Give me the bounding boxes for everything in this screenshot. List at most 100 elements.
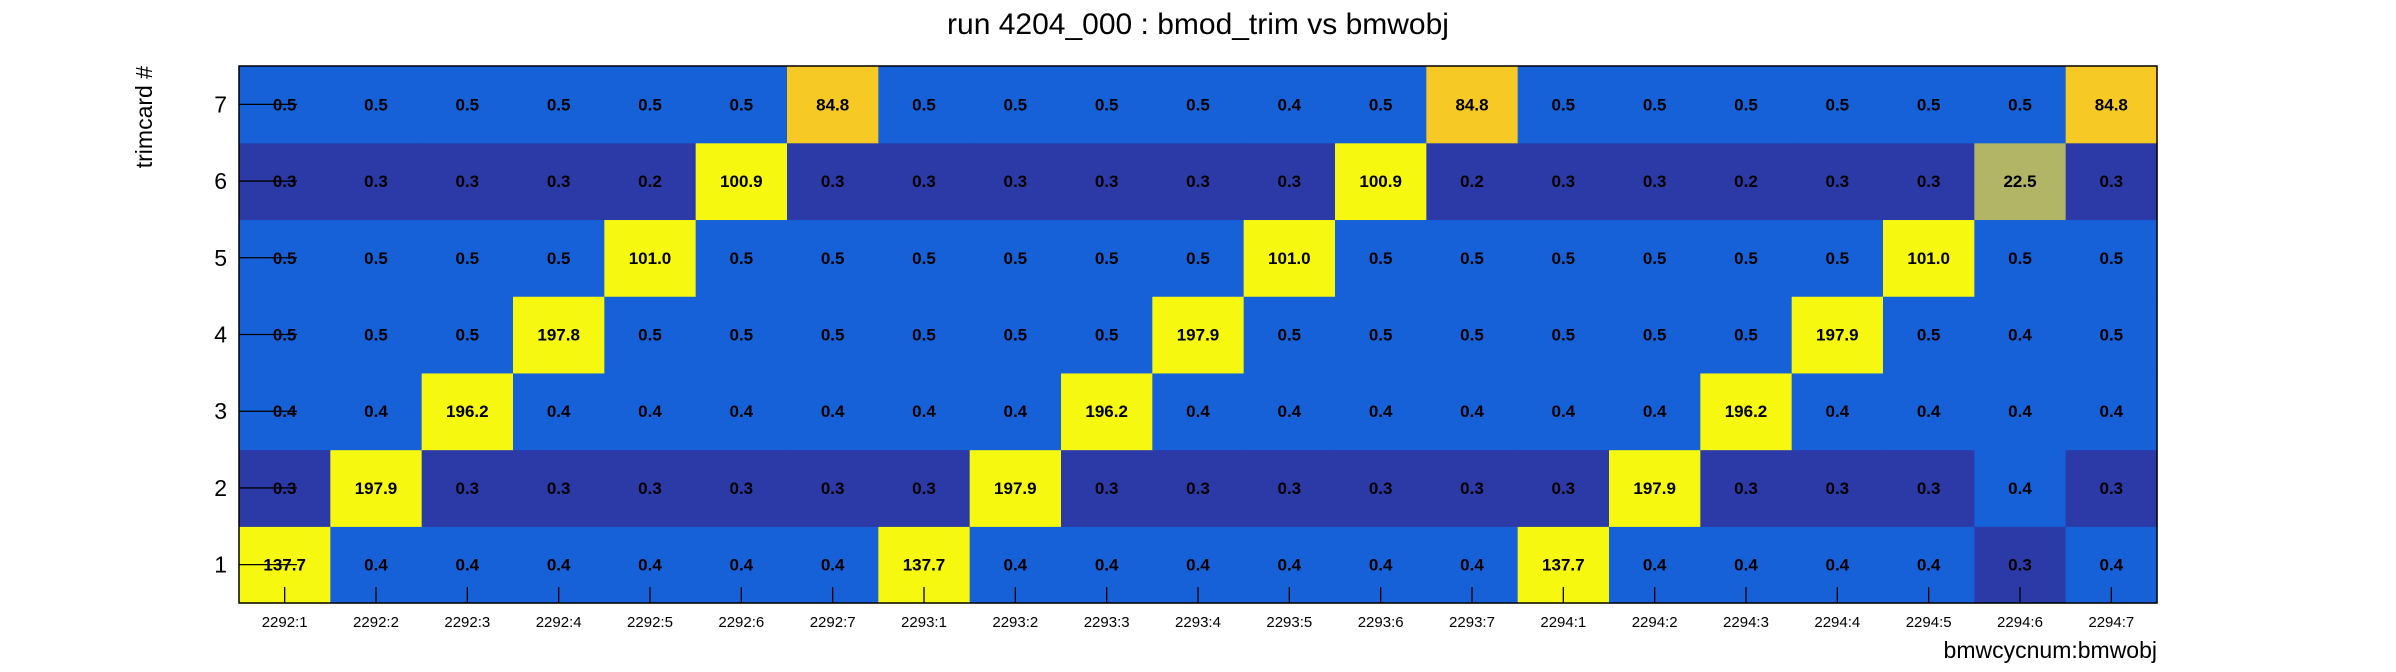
cell-value-label: 0.3 [2100, 172, 2124, 191]
heatmap-cell [1426, 296, 1519, 374]
heatmap-cell [1517, 219, 1610, 297]
heatmap-cell [1974, 219, 2067, 297]
cell-value-label: 0.5 [2008, 95, 2032, 114]
heatmap-cell [1700, 296, 1793, 374]
cell-value-label: 0.3 [1278, 479, 1302, 498]
cell-value-label: 0.3 [1369, 479, 1393, 498]
heatmap-cell [1335, 449, 1427, 527]
y-tick-label: 3 [214, 398, 227, 424]
heatmap-cell [969, 142, 1062, 221]
cell-value-label: 0.3 [364, 172, 388, 191]
cell-value-label: 137.7 [1542, 556, 1585, 575]
cell-value-label: 0.5 [547, 95, 571, 114]
x-tick-label: 2294:6 [1997, 614, 2043, 631]
heatmap-cell [1609, 219, 1701, 297]
cell-value-label: 0.3 [547, 479, 571, 498]
x-tick-label: 2292:7 [810, 614, 856, 631]
cell-value-label: 0.5 [1826, 95, 1850, 114]
heatmap-cell [1061, 449, 1153, 527]
heatmap-cell [1517, 372, 1610, 451]
cell-value-label: 0.5 [2100, 326, 2124, 345]
heatmap-cell [421, 66, 514, 144]
heatmap-cell [787, 142, 879, 221]
heatmap-cell [878, 372, 971, 451]
cell-value-label: 197.9 [1816, 326, 1859, 345]
heatmap-cell [1426, 372, 1519, 451]
cell-value-label: 0.4 [1278, 556, 1302, 575]
y-tick-label: 2 [214, 475, 227, 501]
heatmap-cell [1243, 142, 1336, 221]
heatmap-cell [969, 219, 1062, 297]
heatmap-cell [1061, 372, 1153, 451]
cell-value-label: 0.4 [1917, 402, 1941, 421]
y-axis-label: trimcard # [131, 66, 157, 168]
cell-value-label: 0.4 [821, 402, 845, 421]
cell-value-label: 0.4 [1278, 95, 1302, 114]
heatmap-cell [1974, 296, 2067, 374]
cell-value-label: 0.4 [638, 556, 662, 575]
cell-value-label: 0.3 [456, 479, 480, 498]
cell-value-label: 197.9 [994, 479, 1037, 498]
heatmap-cell [2065, 296, 2158, 374]
x-tick-label: 2292:6 [718, 614, 764, 631]
heatmap-cell [1243, 372, 1336, 451]
cell-value-label: 0.4 [1186, 402, 1210, 421]
x-axis-label: bmwcycnum:bmwobj [1944, 637, 2157, 663]
cell-value-label: 0.3 [2008, 556, 2032, 575]
heatmap-cell [695, 296, 788, 374]
cell-value-label: 0.5 [2100, 249, 2124, 268]
heatmap-cell [787, 219, 879, 297]
heatmap-cell [695, 449, 788, 527]
cell-value-label: 0.3 [456, 172, 480, 191]
cell-value-label: 0.3 [1095, 172, 1119, 191]
heatmap-cell [421, 449, 514, 527]
heatmap-cell [1243, 449, 1336, 527]
heatmap-cell [513, 449, 605, 527]
cell-value-label: 0.4 [912, 402, 936, 421]
cell-value-label: 84.8 [816, 95, 849, 114]
y-tick-label: 7 [214, 91, 227, 117]
cell-value-label: 0.5 [1734, 95, 1758, 114]
heatmap-cell [1426, 219, 1519, 297]
heatmap-cell [1791, 449, 1884, 527]
cell-value-label: 137.7 [903, 556, 946, 575]
x-tick-label: 2292:1 [262, 614, 308, 631]
cell-value-label: 0.3 [912, 479, 936, 498]
cell-value-label: 0.5 [1095, 326, 1119, 345]
cell-value-label: 0.4 [1643, 402, 1667, 421]
cell-value-label: 0.3 [1186, 172, 1210, 191]
heatmap-cell [513, 219, 605, 297]
cell-value-label: 0.4 [821, 556, 845, 575]
cell-value-label: 84.8 [2095, 95, 2128, 114]
x-tick-label: 2293:5 [1266, 614, 1312, 631]
heatmap-cell [604, 219, 697, 297]
cell-value-label: 0.3 [1552, 479, 1576, 498]
y-tick-label: 1 [214, 552, 227, 578]
cell-value-label: 0.4 [2008, 326, 2032, 345]
heatmap-cell [1061, 142, 1153, 221]
cell-value-label: 0.4 [2008, 402, 2032, 421]
cell-value-label: 0.3 [1186, 479, 1210, 498]
heatmap-cell [421, 219, 514, 297]
heatmap-cell [695, 142, 788, 221]
cell-value-label: 0.2 [1734, 172, 1758, 191]
y-tick-label: 5 [214, 245, 227, 271]
x-tick-label: 2293:2 [992, 614, 1038, 631]
y-axis-ticks: 1 2 3 4 5 6 7 [214, 91, 297, 578]
cell-value-label: 0.5 [456, 249, 480, 268]
heatmap-cell [1335, 142, 1427, 221]
x-tick-label: 2293:1 [901, 614, 947, 631]
cell-value-label: 100.9 [1359, 172, 1402, 191]
cell-value-label: 0.5 [730, 326, 754, 345]
x-tick-label: 2293:3 [1084, 614, 1130, 631]
cell-value-label: 0.5 [1186, 95, 1210, 114]
heatmap-cell [513, 142, 605, 221]
heatmap-cell [1061, 296, 1153, 374]
x-tick-label: 2293:6 [1358, 614, 1404, 631]
x-tick-label: 2292:4 [536, 614, 582, 631]
heatmap-cell [1791, 372, 1884, 451]
x-tick-label: 2292:3 [444, 614, 490, 631]
cell-value-label: 0.3 [547, 172, 571, 191]
heatmap-cell [1700, 66, 1793, 144]
